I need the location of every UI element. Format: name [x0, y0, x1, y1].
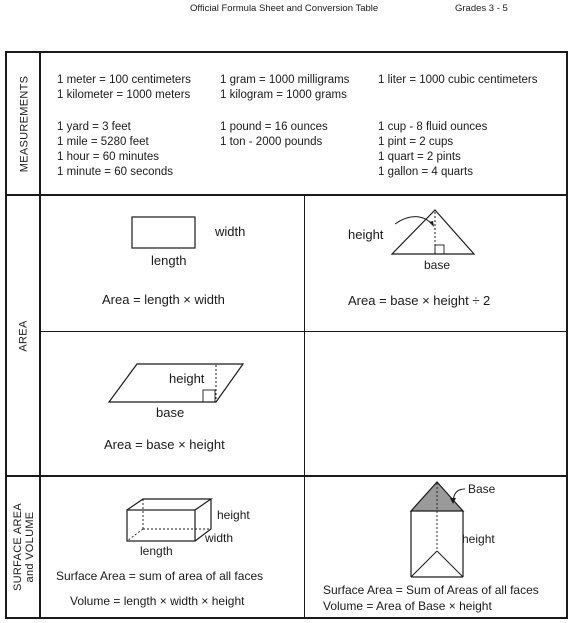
customary-length-time-conversions: 1 yard = 3 feet 1 mile = 5280 feet 1 hou…	[57, 121, 174, 178]
metric-volume-conversions: 1 liter = 1000 cubic centimeters	[378, 74, 538, 86]
triangular-prism-volume-formula: Volume = Area of Base × height	[323, 599, 492, 613]
measurements-section-label: MEASUREMENTS	[18, 75, 30, 172]
prism-volume-formula: Volume = length × width × height	[70, 594, 245, 608]
section-label-column	[7, 53, 41, 617]
triangular-prism-base-label: Base	[468, 482, 496, 496]
surface-label-line1: SURFACE AREA	[12, 503, 24, 591]
triangular-prism-height-label: height	[462, 532, 495, 546]
page-header: Official Formula Sheet and Conversion Ta…	[0, 3, 580, 19]
prism-surface-area-formula: Surface Area = sum of area of all faces	[56, 569, 264, 583]
rectangle-width-label: width	[215, 224, 246, 239]
customary-capacity-conversions: 1 cup - 8 fluid ounces 1 pint = 2 cups 1…	[378, 121, 488, 178]
parallelogram-height-label: height	[169, 371, 205, 386]
rectangle-area-formula: Area = length × width	[102, 292, 225, 307]
prism-width-label: width	[205, 531, 234, 545]
rectangular-prism-figure	[126, 498, 213, 542]
surface-volume-section-label: SURFACE AREA and VOLUME	[7, 477, 41, 617]
triangular-prism-surface-area-formula: Surface Area = Sum of Areas of all faces	[323, 583, 539, 597]
customary-weight-conversions: 1 pound = 16 ounces 1 ton - 2000 pounds	[220, 121, 328, 148]
triangle-base-label: base	[424, 258, 451, 272]
triangle-figure	[390, 209, 476, 255]
prism-length-label: length	[140, 544, 173, 558]
divider-area-surface	[7, 475, 566, 477]
prism-height-label: height	[217, 508, 250, 522]
parallelogram-area-formula: Area = base × height	[104, 437, 225, 452]
divider-surface-columns	[304, 477, 305, 617]
surface-label-line2: and VOLUME	[24, 511, 36, 583]
metric-mass-conversions: 1 gram = 1000 milligrams 1 kilogram = 10…	[220, 74, 350, 101]
grade-range: Grades 3 - 5	[455, 3, 508, 14]
rectangle-length-label: length	[151, 253, 187, 268]
triangular-prism-figure	[409, 481, 466, 578]
sheet-title: Official Formula Sheet and Conversion Ta…	[190, 3, 379, 14]
parallelogram-base-label: base	[156, 405, 185, 420]
metric-length-conversions: 1 meter = 100 centimeters 1 kilometer = …	[57, 74, 191, 101]
parallelogram-figure	[107, 363, 245, 403]
formula-sheet: MEASUREMENTS AREA SURFACE AREA and VOLUM…	[5, 51, 568, 619]
triangle-area-formula: Area = base × height ÷ 2	[348, 293, 491, 308]
divider-area-columns	[304, 196, 305, 475]
divider-measurements-area	[7, 194, 566, 196]
rectangle-figure	[131, 216, 196, 249]
divider-area-rows	[41, 331, 566, 332]
area-section-label: AREA	[18, 319, 30, 352]
triangle-height-label: height	[348, 227, 384, 242]
